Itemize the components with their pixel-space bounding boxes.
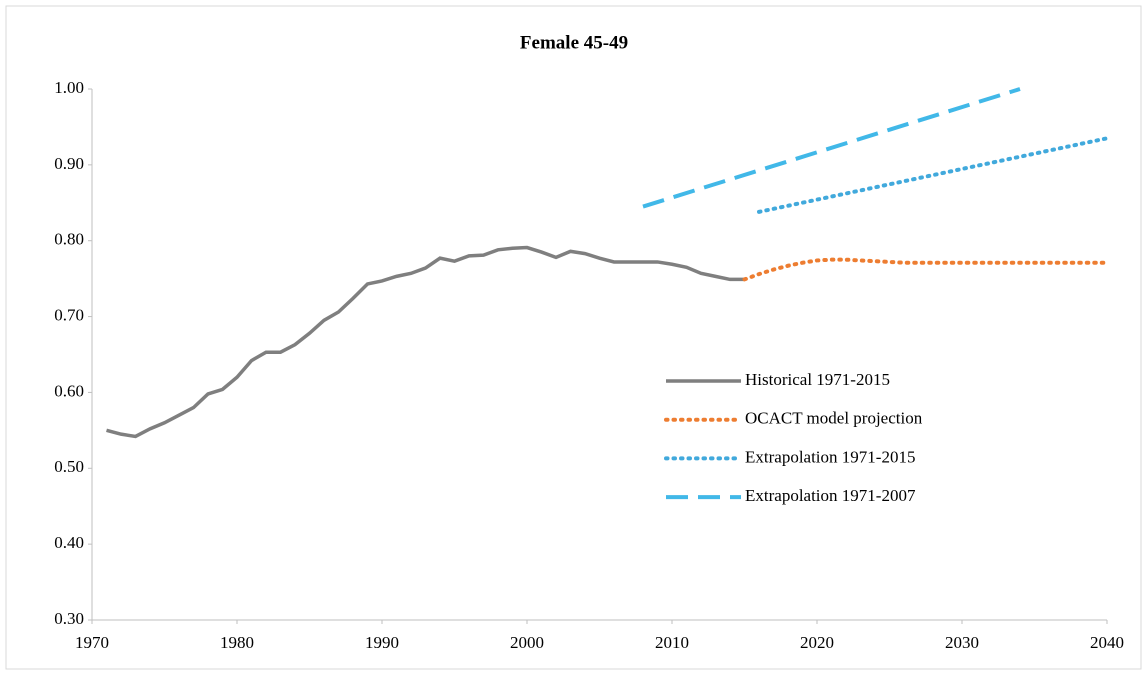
x-tick-label: 1970 (75, 633, 109, 652)
y-tick-label: 0.70 (54, 305, 84, 324)
y-tick-label: 0.60 (54, 381, 84, 400)
y-tick-label: 0.50 (54, 457, 84, 476)
x-tick-label: 1990 (365, 633, 399, 652)
x-tick-label: 2000 (510, 633, 544, 652)
legend-label: Extrapolation 1971-2007 (745, 486, 916, 505)
series-line (642, 87, 1021, 209)
legend-label: Extrapolation 1971-2015 (745, 447, 915, 466)
x-tick-label: 1980 (220, 633, 254, 652)
chart-border (5, 5, 1142, 670)
x-tick-label: 2040 (1090, 633, 1124, 652)
legend-label: OCACT model projection (745, 409, 923, 428)
x-tick-label: 2020 (800, 633, 834, 652)
y-tick-label: 0.40 (54, 533, 84, 552)
chart-title: Female 45-49 (520, 32, 628, 53)
series-line (742, 257, 1109, 282)
y-tick-label: 0.90 (54, 154, 84, 173)
y-tick-label: 0.80 (54, 230, 84, 249)
series-line (106, 245, 745, 439)
legend-label: Historical 1971-2015 (745, 370, 890, 389)
x-tick-label: 2010 (655, 633, 689, 652)
x-tick-label: 2030 (945, 633, 979, 652)
y-tick-label: 1.00 (54, 78, 84, 97)
y-tick-label: 0.30 (54, 609, 84, 628)
series-line (757, 136, 1109, 214)
